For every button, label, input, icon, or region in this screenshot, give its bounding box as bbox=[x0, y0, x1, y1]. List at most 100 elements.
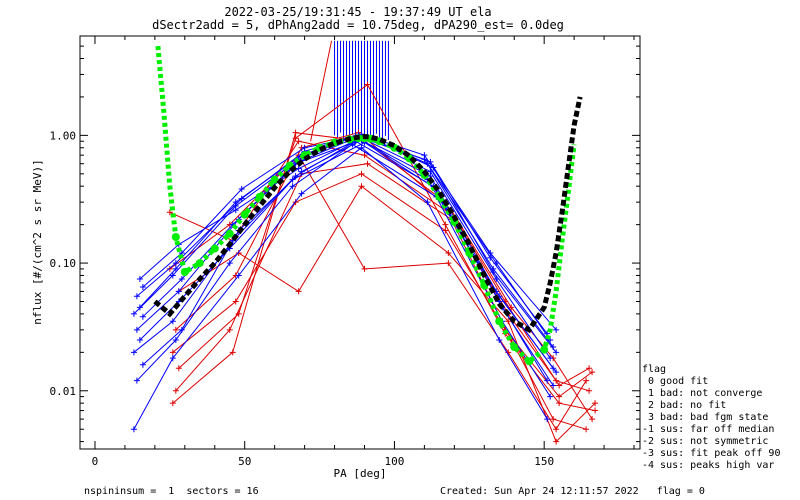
data-marker bbox=[496, 336, 503, 343]
data-marker bbox=[442, 227, 449, 234]
fit-series-point bbox=[525, 357, 534, 366]
data-marker bbox=[547, 355, 554, 362]
data-marker bbox=[490, 269, 497, 276]
x-axis-label: PA [deg] bbox=[334, 467, 387, 480]
data-marker bbox=[139, 361, 146, 368]
data-marker bbox=[130, 349, 137, 356]
data-marker bbox=[226, 326, 233, 333]
data-marker bbox=[295, 138, 302, 145]
data-marker bbox=[235, 310, 242, 317]
data-marker bbox=[178, 326, 185, 333]
data-line-red bbox=[172, 173, 593, 398]
data-marker bbox=[169, 355, 176, 362]
data-marker bbox=[556, 393, 563, 400]
fit-series-point bbox=[240, 210, 249, 219]
footer-created: Created: Sun Apr 24 12:11:57 2022 flag =… bbox=[440, 486, 705, 497]
data-line-blue bbox=[139, 133, 554, 348]
data-marker bbox=[589, 369, 596, 376]
data-marker bbox=[169, 318, 176, 325]
data-marker bbox=[586, 387, 593, 394]
data-marker bbox=[166, 209, 173, 216]
data-marker bbox=[175, 365, 182, 372]
fit-series-point bbox=[210, 244, 219, 253]
data-marker bbox=[586, 365, 593, 372]
data-marker bbox=[172, 326, 179, 333]
legend-entry: 3 bad: bad fgm state bbox=[642, 412, 768, 423]
data-marker bbox=[550, 382, 557, 389]
data-marker bbox=[130, 426, 137, 433]
data-marker bbox=[172, 260, 179, 267]
data-marker bbox=[292, 129, 299, 136]
data-marker bbox=[589, 416, 596, 423]
fit-series-point bbox=[195, 259, 204, 268]
data-marker bbox=[442, 221, 449, 228]
data-marker bbox=[169, 400, 176, 407]
spike-line bbox=[310, 40, 333, 142]
data-marker bbox=[226, 260, 233, 267]
fit-series-point bbox=[225, 229, 234, 238]
chart-title: 2022-03-25/19:31:45 - 19:37:49 UT ela bbox=[224, 5, 491, 19]
data-marker bbox=[238, 186, 245, 193]
x-tick-label: 150 bbox=[534, 455, 554, 468]
data-marker bbox=[592, 400, 599, 407]
legend-entry: -1 sus: far off median bbox=[642, 424, 774, 435]
data-marker bbox=[424, 199, 431, 206]
data-line-blue bbox=[136, 135, 551, 359]
data-marker bbox=[544, 416, 551, 423]
data-line-blue bbox=[142, 137, 557, 353]
data-marker bbox=[550, 416, 557, 423]
fit-series-point bbox=[540, 345, 549, 354]
data-marker bbox=[169, 272, 176, 279]
data-marker bbox=[358, 144, 365, 151]
data-marker bbox=[364, 160, 371, 167]
data-line-blue bbox=[142, 134, 557, 331]
data-marker bbox=[547, 393, 554, 400]
footer-settings: nspininsum = 1 sectors = 16 bbox=[84, 486, 259, 497]
fit-series-line bbox=[153, 96, 583, 334]
data-marker bbox=[505, 318, 512, 325]
x-tick-label: 50 bbox=[238, 455, 251, 468]
x-tick-label: 0 bbox=[92, 455, 99, 468]
legend-entry: -3 sus: fit peak off 90 bbox=[642, 448, 780, 459]
fit-series-point bbox=[171, 233, 180, 242]
data-marker bbox=[175, 288, 182, 295]
y-tick-label: 1.00 bbox=[50, 129, 77, 142]
legend: flag 0 good fit 1 bad: not converge 2 ba… bbox=[642, 364, 780, 471]
fit-series-point bbox=[180, 268, 189, 277]
y-axis-label: nflux [#/(cm^2 s sr MeV)] bbox=[31, 159, 44, 325]
legend-entry: -4 sus: peaks high var bbox=[642, 460, 774, 471]
data-marker bbox=[553, 349, 560, 356]
data-marker bbox=[133, 326, 140, 333]
data-marker bbox=[583, 377, 590, 384]
legend-entry: -2 sus: not symmetric bbox=[642, 436, 768, 447]
data-line-red bbox=[178, 185, 596, 443]
data-marker bbox=[136, 276, 143, 283]
data-marker bbox=[139, 313, 146, 320]
y-tick-label: 0.01 bbox=[50, 385, 77, 398]
data-marker bbox=[361, 265, 368, 272]
fit-series-point bbox=[270, 175, 279, 184]
data-marker bbox=[445, 260, 452, 267]
data-marker bbox=[553, 426, 560, 433]
data-marker bbox=[553, 438, 560, 445]
data-marker bbox=[229, 349, 236, 356]
data-marker bbox=[364, 81, 371, 88]
data-marker bbox=[583, 426, 590, 433]
x-tick-label: 100 bbox=[385, 455, 405, 468]
data-marker bbox=[133, 377, 140, 384]
data-marker bbox=[295, 288, 302, 295]
data-marker bbox=[172, 336, 179, 343]
data-marker bbox=[592, 407, 599, 414]
data-line-blue bbox=[133, 147, 548, 430]
data-marker bbox=[235, 249, 242, 256]
data-line-blue bbox=[142, 139, 557, 373]
data-marker bbox=[298, 168, 305, 175]
data-marker bbox=[133, 293, 140, 300]
data-marker bbox=[556, 382, 563, 389]
data-marker bbox=[172, 265, 179, 272]
fit-series-point bbox=[495, 317, 504, 326]
axis-layer: 0 50 100 150 0.01 0.10 1.00 bbox=[50, 35, 640, 468]
chart-subtitle: dSectr2add = 5, dPhAng2add = 10.75deg, d… bbox=[152, 18, 564, 32]
data-marker bbox=[235, 272, 242, 279]
data-marker bbox=[292, 135, 299, 142]
